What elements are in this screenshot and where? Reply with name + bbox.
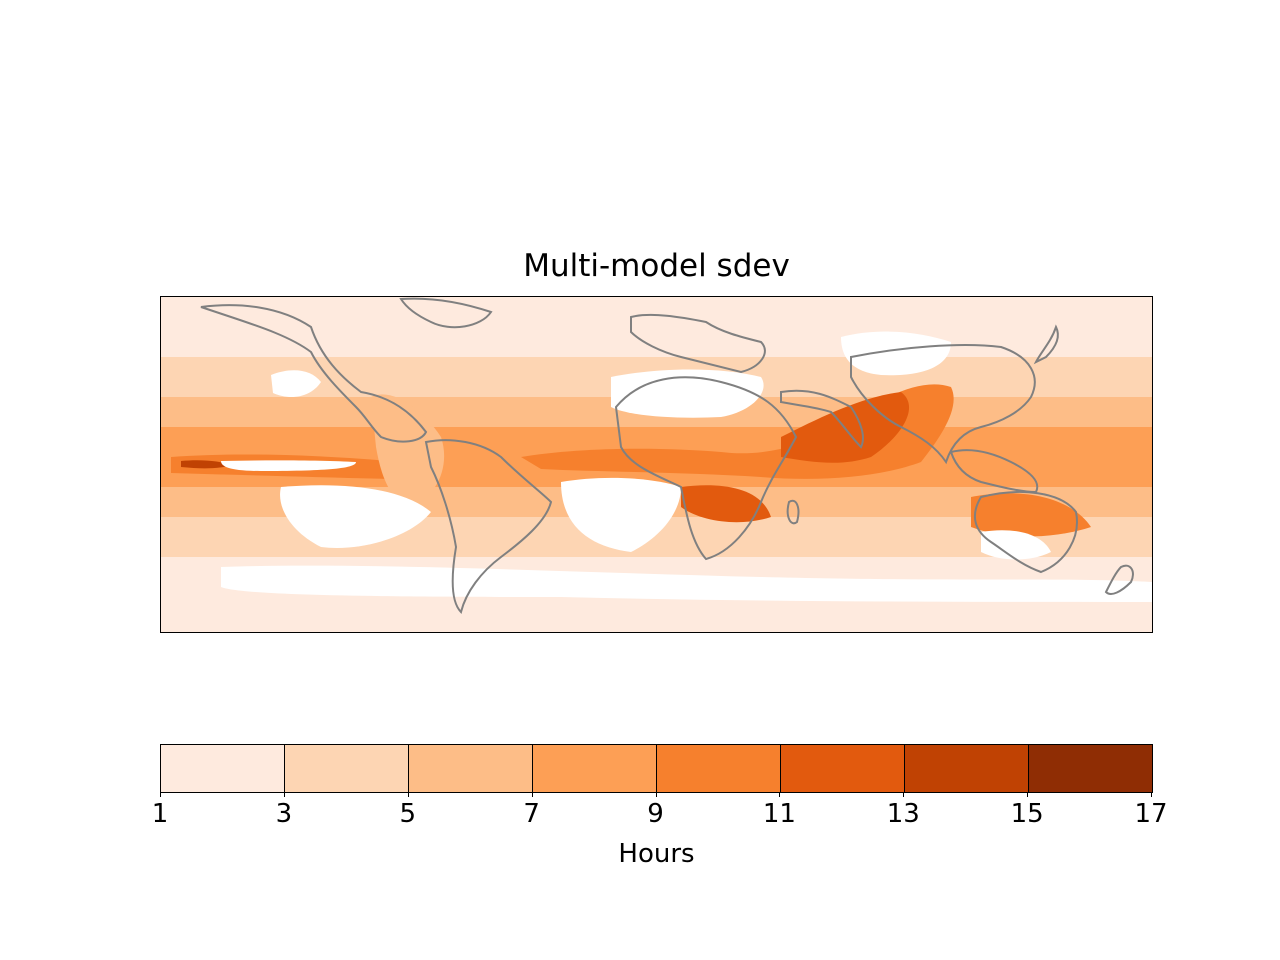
- colorbar-tick-label: 7: [523, 799, 540, 829]
- colorbar-tick-label: 11: [762, 799, 796, 829]
- colorbar-segment: [657, 745, 781, 792]
- chart-title: Multi-model sdev: [523, 248, 790, 284]
- sahara-white: [611, 369, 764, 418]
- colorbar-tick-mark: [779, 792, 781, 797]
- colorbar-tick-label: 13: [886, 799, 920, 829]
- pacific-hotspot: [181, 460, 231, 469]
- colorbar-tick-mark: [655, 792, 657, 797]
- tibet-white: [841, 331, 951, 376]
- band-north-polar: [161, 297, 1152, 357]
- coast-new-zealand: [1104, 564, 1134, 595]
- coast-asia: [850, 344, 1036, 465]
- south-pacific-white: [280, 485, 431, 548]
- australia-interior-white: [981, 530, 1051, 560]
- colorbar-tick-label: 1: [151, 799, 169, 829]
- colorbar-segment: [1029, 745, 1152, 792]
- coast-madagascar: [786, 499, 800, 525]
- colorbar-tick-mark: [1027, 792, 1029, 797]
- coast-arabia-india: [780, 389, 864, 449]
- colorbar-tick-mark: [283, 792, 285, 797]
- colorbar-tick-label: 5: [399, 799, 417, 829]
- coast-japan: [1033, 324, 1059, 365]
- coast-south-america: [424, 439, 553, 614]
- colorbar-segment: [905, 745, 1029, 792]
- map-panel: [160, 296, 1153, 633]
- colorbar-segment: [161, 745, 285, 792]
- coast-africa: [614, 376, 798, 561]
- colorbar-tick-label: 15: [1010, 799, 1044, 829]
- colorbar-tick-label: 9: [647, 799, 664, 829]
- coastlines: [200, 297, 1134, 614]
- colorbar-label: Hours: [618, 839, 695, 869]
- colorbar-tick-mark: [160, 792, 161, 797]
- south-atlantic-white: [561, 477, 681, 552]
- colorbar-segment: [409, 745, 533, 792]
- south-africa-band: [681, 485, 771, 523]
- colorbar-segment: [285, 745, 409, 792]
- south-america-east: [371, 394, 445, 507]
- colorbar-tick-mark: [531, 792, 533, 797]
- coast-australia: [973, 491, 1078, 574]
- map-svg: [161, 297, 1152, 632]
- colorbar-tick-mark: [903, 792, 905, 797]
- colorbar-tick-mark: [1151, 792, 1152, 797]
- coast-europe: [630, 313, 766, 374]
- colorbar: [160, 744, 1153, 793]
- north-pacific-white: [271, 370, 321, 398]
- colorbar-tick-label: 3: [275, 799, 293, 829]
- colorbar-segment: [781, 745, 905, 792]
- colorbar-tick-label: 17: [1134, 799, 1168, 829]
- colorbar-segment: [533, 745, 657, 792]
- coast-north-america: [200, 304, 428, 443]
- colorbar-tick-mark: [407, 792, 409, 797]
- australia-band: [971, 493, 1091, 537]
- coast-greenland: [399, 297, 493, 329]
- equatorial-strip-white: [221, 460, 356, 471]
